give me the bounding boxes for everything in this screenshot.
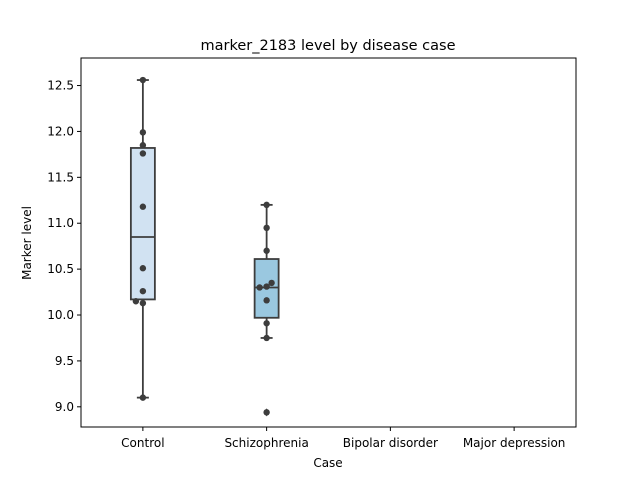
data-point (139, 203, 147, 210)
x-tick-label: Bipolar disorder (343, 436, 438, 450)
data-point (139, 142, 147, 149)
y-axis-label: Marker level (20, 206, 34, 280)
data-point (263, 297, 270, 304)
data-point (139, 394, 147, 401)
y-tick-label: 12.5 (47, 79, 74, 93)
y-tick-label: 11.5 (47, 170, 74, 184)
data-point (139, 129, 147, 136)
data-point (139, 76, 147, 84)
data-point (139, 299, 147, 307)
box-group-control (129, 76, 156, 401)
x-tick-label: Control (121, 436, 164, 450)
x-tick-label: Major depression (463, 436, 566, 450)
y-tick-label: 10.0 (47, 308, 74, 322)
iqr-box (129, 147, 156, 301)
y-tick-label: 9.0 (55, 400, 74, 414)
data-point (263, 201, 270, 209)
y-tick-label: 12.0 (47, 124, 74, 138)
y-tick-label: 11.0 (47, 216, 74, 230)
chart-title: marker_2183 level by disease case (201, 38, 456, 54)
data-point (139, 265, 147, 272)
data-point (139, 150, 147, 157)
x-axis-label: Case (313, 456, 342, 470)
box-group-schizophrenia (253, 201, 280, 417)
x-tick-label: Schizophrenia (224, 436, 308, 450)
data-point (263, 320, 270, 327)
data-point (263, 224, 270, 232)
data-point (263, 409, 270, 416)
data-point (256, 284, 263, 291)
data-point (132, 298, 140, 305)
data-point (263, 247, 270, 254)
plot-frame (80, 57, 577, 428)
data-point (263, 283, 270, 290)
plot-area: 9.0 9.5 10.0 10.5 11.0 11.5 12.0 12.5 Control Sch… (47, 57, 577, 450)
data-point (139, 287, 147, 295)
data-point (268, 279, 275, 287)
y-tick-label: 10.5 (47, 262, 74, 276)
y-tick-label: 9.5 (55, 354, 74, 368)
data-point (263, 334, 270, 342)
